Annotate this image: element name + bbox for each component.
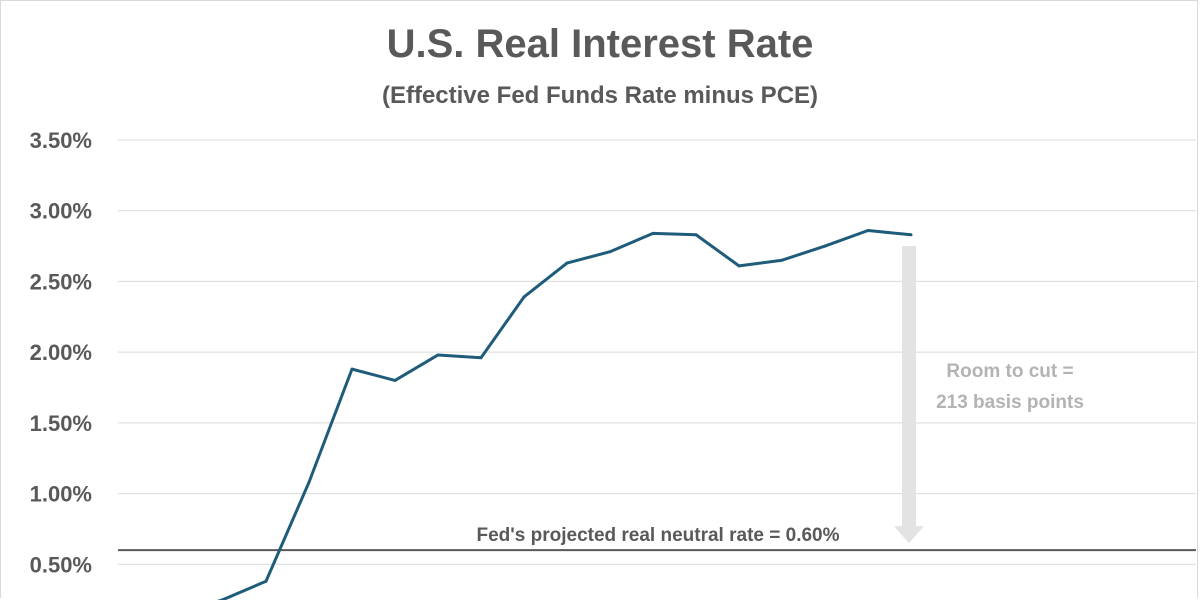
- data-point: [780, 258, 784, 262]
- series-line-real-rate: [217, 229, 912, 600]
- data-point: [436, 353, 440, 357]
- data-point: [479, 356, 483, 360]
- y-tick-label: 1.00%: [30, 482, 92, 507]
- chart-title: U.S. Real Interest Rate: [386, 22, 814, 66]
- arrow-head: [894, 526, 924, 544]
- y-axis-tick-labels: 3.50% 3.00% 2.50% 2.00% 1.50% 1.00% 0.50%: [30, 128, 92, 577]
- data-point: [823, 244, 827, 248]
- y-tick-label: 2.00%: [30, 340, 92, 365]
- data-point: [307, 480, 311, 484]
- neutral-rate-label: Fed's projected real neutral rate = 0.60…: [476, 525, 839, 546]
- data-point: [909, 233, 913, 237]
- y-tick-label: 1.50%: [30, 411, 92, 436]
- data-point: [522, 295, 526, 299]
- chart-subtitle: (Effective Fed Funds Rate minus PCE): [381, 82, 819, 109]
- data-point: [565, 261, 569, 265]
- data-point: [737, 264, 741, 268]
- data-point: [651, 231, 655, 235]
- room-to-cut-arrow: [894, 246, 924, 544]
- room-to-cut-label-line2: 213 basis points: [936, 392, 1084, 413]
- y-tick-label: 2.50%: [30, 269, 92, 294]
- gridlines: [118, 139, 1196, 565]
- y-tick-label: 3.50%: [30, 128, 92, 153]
- data-point: [608, 250, 612, 254]
- y-tick-label: 0.50%: [30, 552, 92, 577]
- data-point: [694, 233, 698, 237]
- data-point: [350, 367, 354, 371]
- data-point: [264, 579, 268, 583]
- data-point: [393, 378, 397, 382]
- arrow-shaft: [902, 246, 916, 528]
- room-to-cut-label-line1: Room to cut =: [946, 361, 1073, 382]
- y-tick-label: 3.00%: [30, 199, 92, 224]
- data-point: [866, 229, 870, 233]
